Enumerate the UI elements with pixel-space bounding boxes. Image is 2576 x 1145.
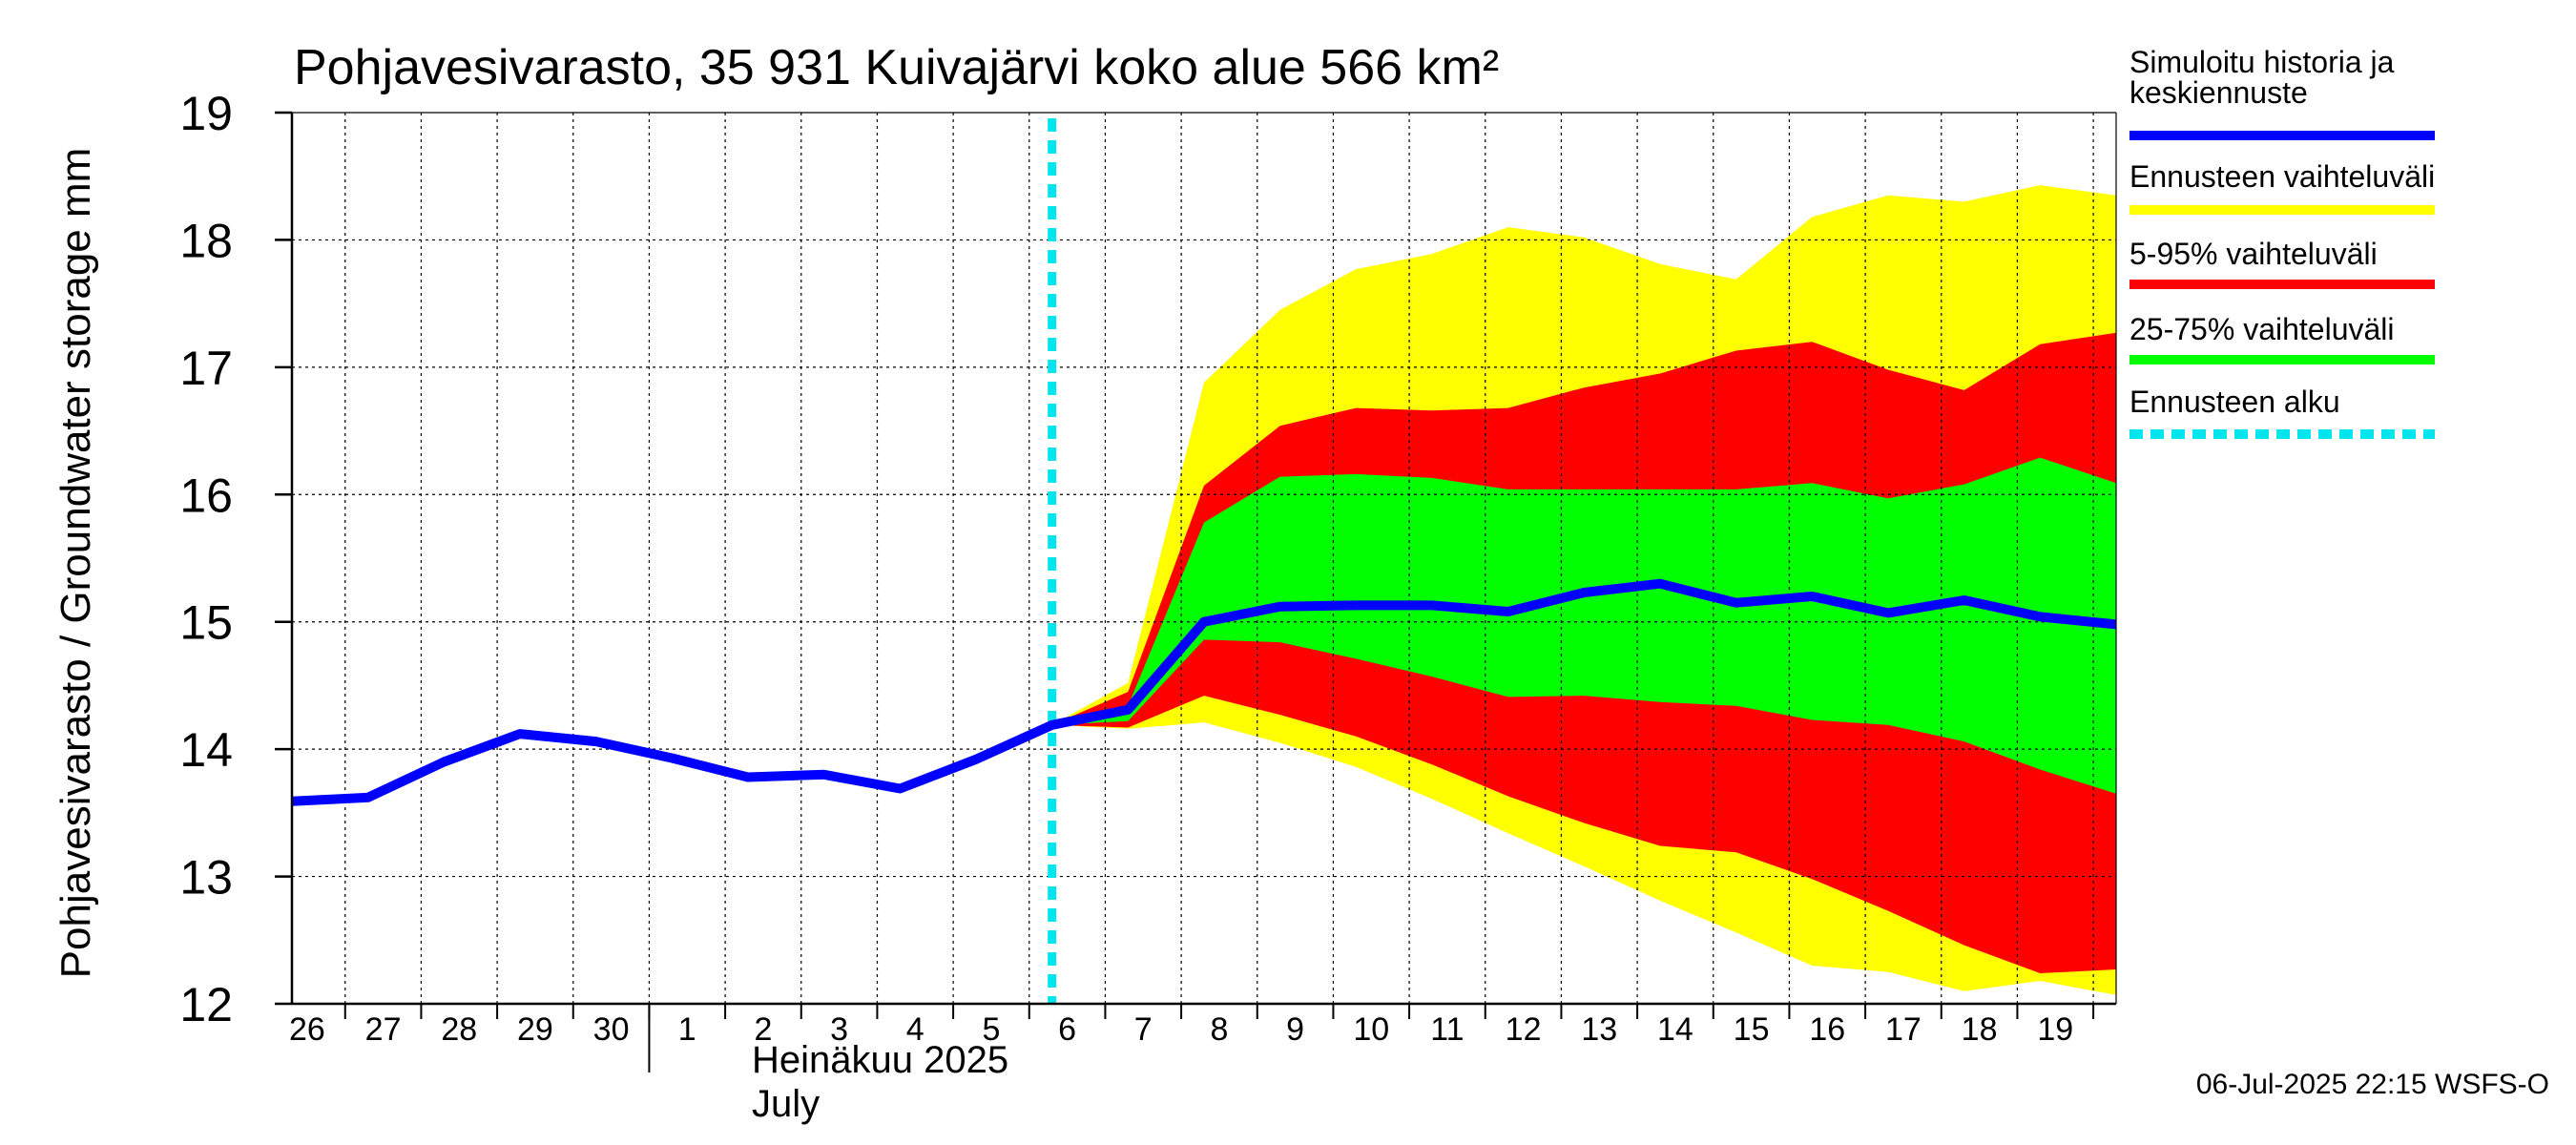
x-tick-label: 15 — [1734, 1011, 1770, 1048]
month-label-en: July — [752, 1083, 820, 1125]
x-tick-label: 29 — [517, 1011, 553, 1048]
x-tick-label: 19 — [2037, 1011, 2073, 1048]
y-tick-label: 16 — [179, 468, 233, 522]
x-tick-label: 17 — [1885, 1011, 1922, 1048]
x-tick-label: 16 — [1809, 1011, 1845, 1048]
y-tick-labels: 12 13 14 15 16 17 18 19 — [179, 87, 233, 1031]
x-tick-label: 10 — [1353, 1011, 1389, 1048]
legend-label-range_5_95: 5-95% vaihteluväli — [2129, 237, 2378, 271]
series-line-history — [291, 578, 2117, 806]
x-tick-label: 9 — [1286, 1011, 1304, 1048]
x-tick-label: 14 — [1657, 1011, 1693, 1048]
x-tick-labels: 26 27 28 29 30 1 2 3 4 5 6 7 8 9 10 11 12 13 14 15 16 17 18 19 — [289, 1011, 2073, 1048]
legend-label-history: Simuloitu historia ja — [2129, 45, 2395, 79]
grid-lines — [292, 113, 2116, 1004]
x-tick-label: 3 — [830, 1011, 848, 1048]
x-tick-label: 30 — [593, 1011, 630, 1048]
x-tick-label: 26 — [289, 1011, 325, 1048]
series-lines — [291, 118, 2117, 1004]
y-axis-label: Pohjavesivarasto / Groundwater storage m… — [52, 148, 99, 979]
chart-title: Pohjavesivarasto, 35 931 Kuivajärvi koko… — [294, 40, 1499, 95]
legend-label-forecast_start: Ennusteen alku — [2129, 385, 2340, 419]
x-tick-label: 4 — [906, 1011, 924, 1048]
x-tick-label: 28 — [441, 1011, 477, 1048]
x-tick-label: 5 — [982, 1011, 1000, 1048]
month-label-fi: Heinäkuu 2025 — [752, 1039, 1008, 1081]
x-tick-label: 11 — [1430, 1011, 1464, 1048]
x-tick-label: 8 — [1210, 1011, 1228, 1048]
y-tick-label: 15 — [179, 596, 233, 650]
x-tick-label: 27 — [365, 1011, 402, 1048]
legend-label-range_25_75: 25-75% vaihteluväli — [2129, 312, 2395, 346]
x-tick-label: 13 — [1581, 1011, 1617, 1048]
y-tick-label: 17 — [179, 342, 233, 395]
y-tick-label: 14 — [179, 723, 233, 777]
x-tick-label: 18 — [1962, 1011, 1998, 1048]
timestamp: 06-Jul-2025 22:15 WSFS-O — [2196, 1069, 2549, 1100]
x-tick-label: 6 — [1058, 1011, 1076, 1048]
band-range_25_75 — [1051, 457, 2116, 794]
x-tick-label: 2 — [754, 1011, 772, 1048]
x-tick-label: 7 — [1134, 1011, 1153, 1048]
axes — [275, 111, 2117, 1072]
y-tick-label: 12 — [179, 978, 233, 1031]
y-tick-label: 19 — [179, 87, 233, 140]
legend-label-history: keskiennuste — [2129, 75, 2308, 110]
x-tick-label: 1 — [678, 1011, 696, 1048]
legend-label-full_range: Ennusteen vaihteluväli — [2129, 159, 2435, 194]
y-tick-label: 13 — [179, 851, 233, 905]
x-tick-label: 12 — [1506, 1011, 1542, 1048]
y-tick-label: 18 — [179, 214, 233, 267]
